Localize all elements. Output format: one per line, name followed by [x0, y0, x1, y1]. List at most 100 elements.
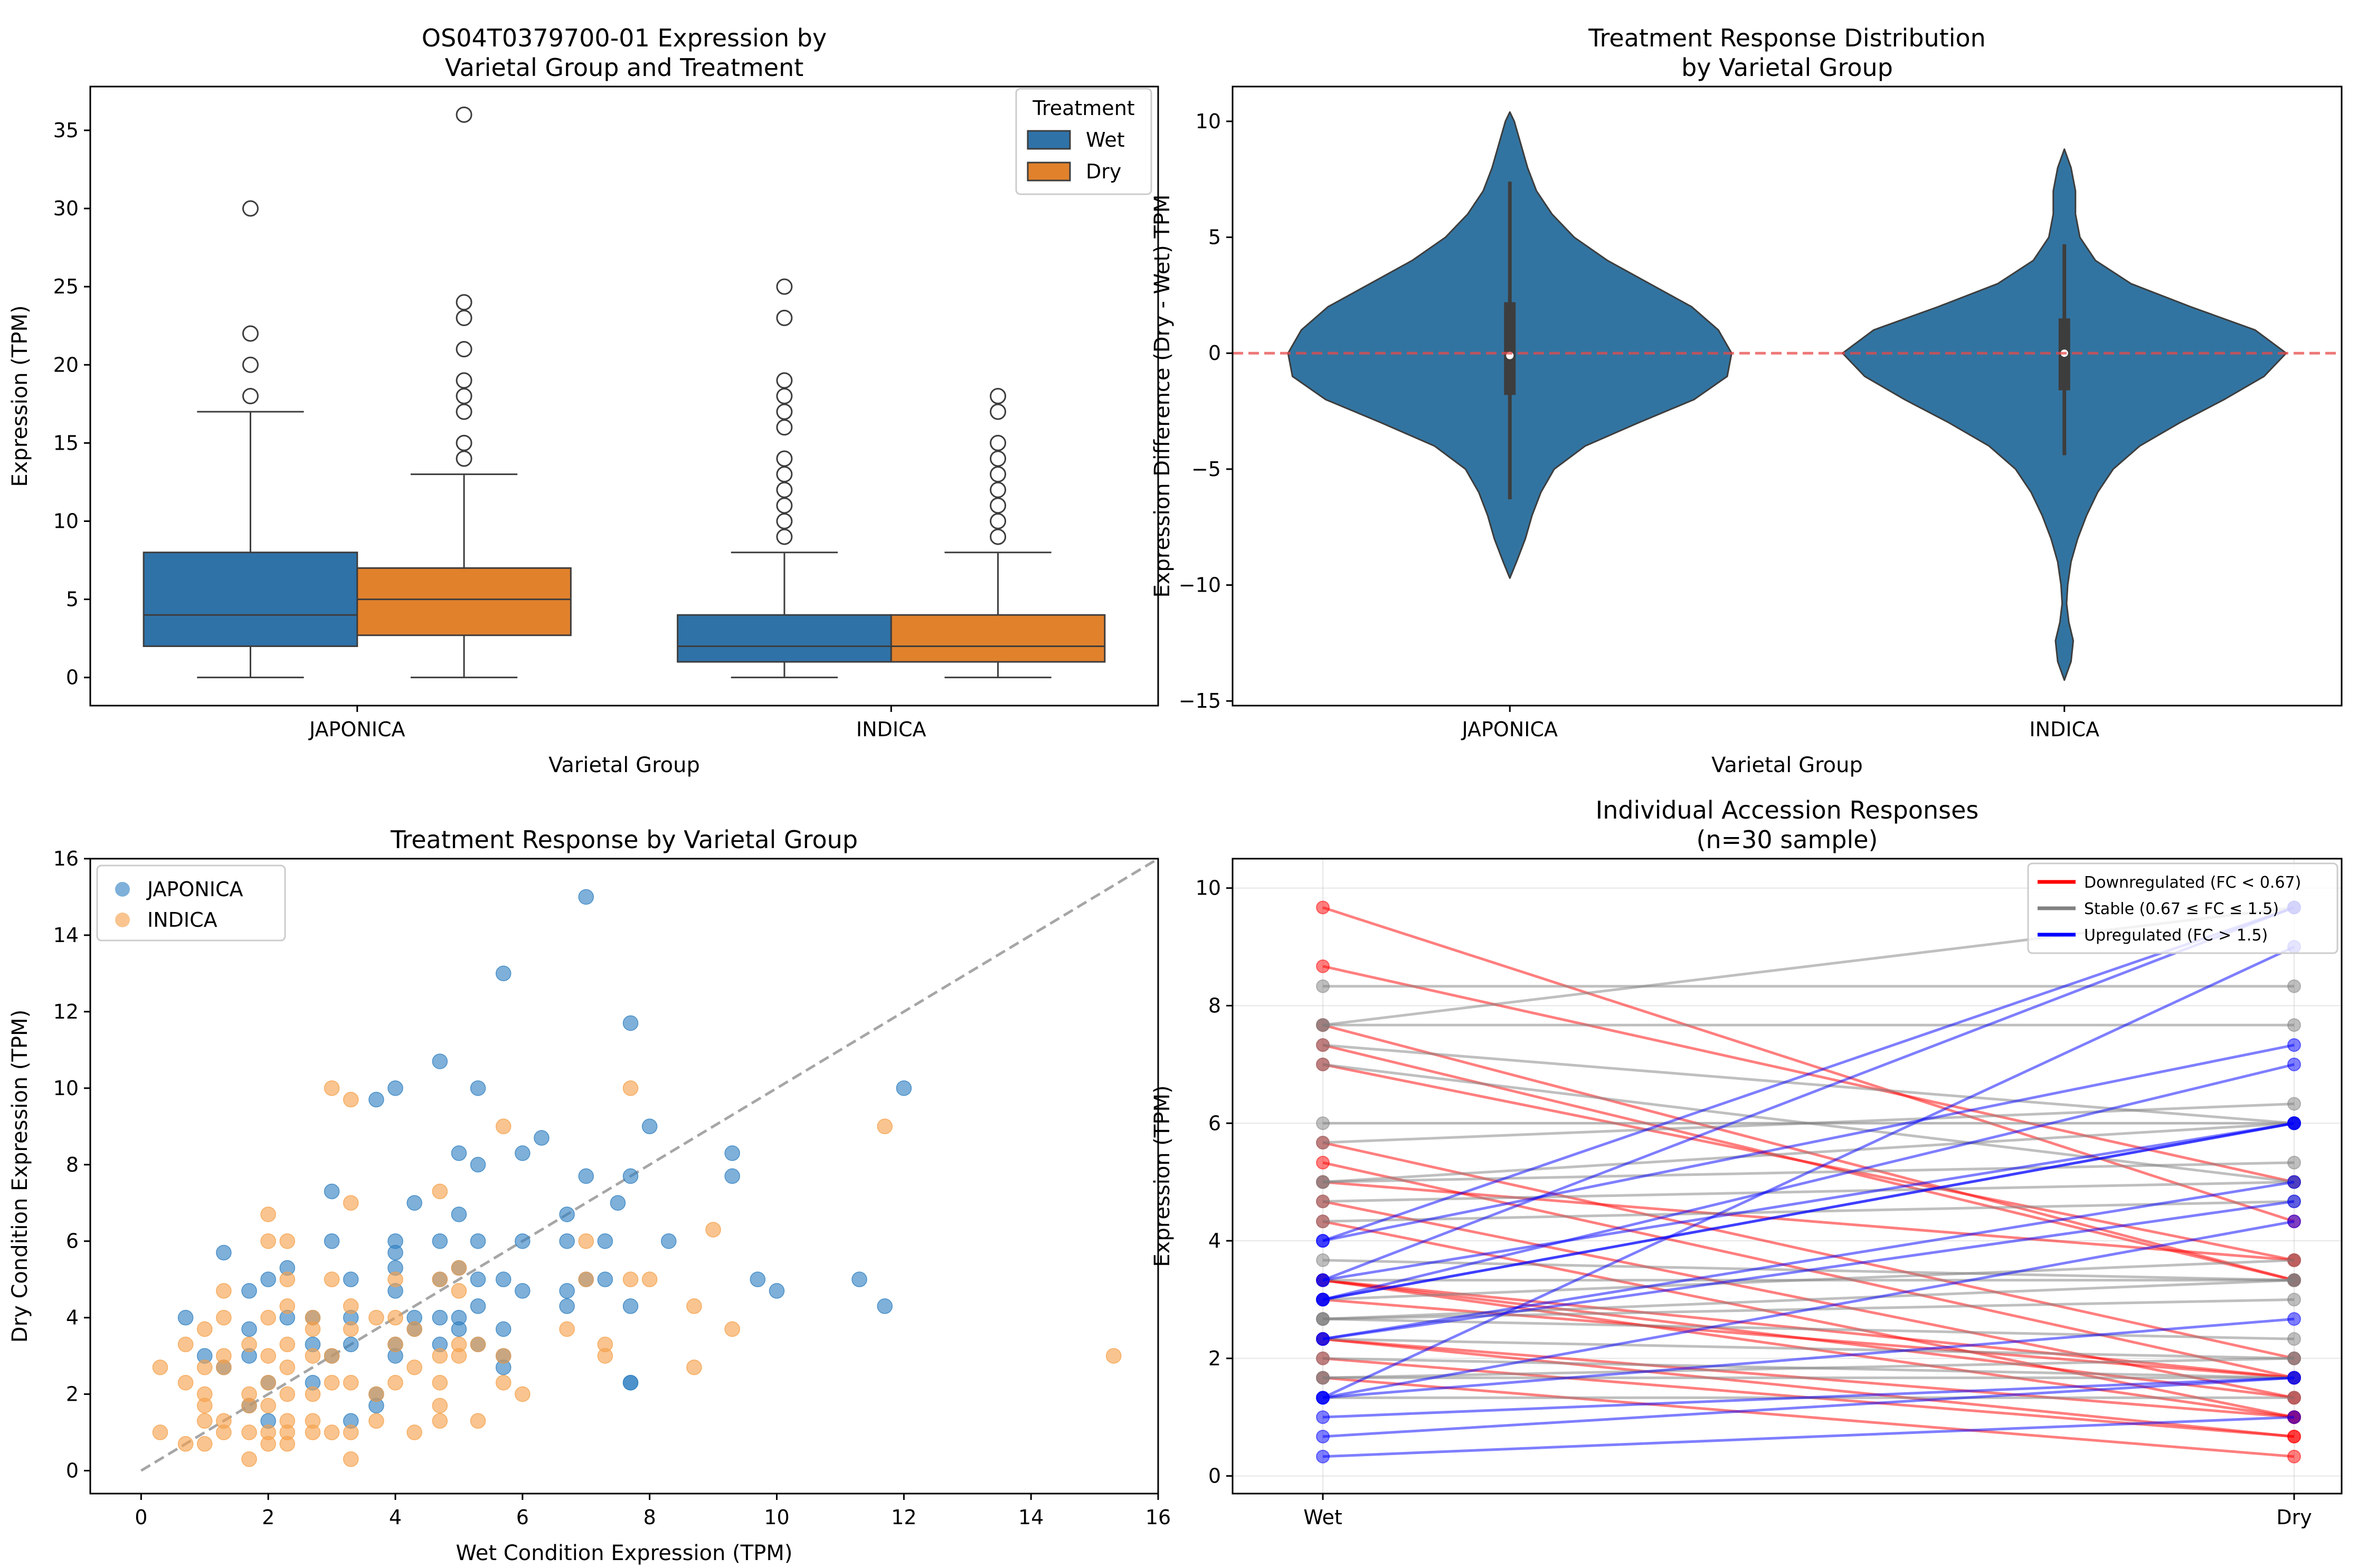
accession-line — [1322, 1200, 2295, 1341]
slope-x-tick-label: Dry — [2276, 1506, 2312, 1529]
slope-y-tick-label: 0 — [1208, 1465, 1221, 1488]
accession-point-dry — [2287, 1332, 2301, 1346]
legend-title: Treatment — [1032, 97, 1134, 120]
accession-point-wet — [1316, 1116, 1330, 1130]
scatter-point — [368, 1091, 384, 1108]
accession-point-wet — [1316, 1057, 1330, 1071]
scatter-point — [641, 1118, 658, 1135]
scatter-point — [432, 1309, 448, 1326]
box-dry — [890, 388, 1106, 679]
scatter-point — [343, 1298, 359, 1314]
outlier-point — [242, 356, 259, 373]
scatter-point — [597, 1348, 613, 1364]
accession-point-dry — [2287, 1097, 2301, 1111]
accession-line — [1322, 1122, 2295, 1282]
scatter-point — [368, 1386, 384, 1402]
box-y-tick-label: 20 — [53, 353, 79, 376]
scatter-point — [641, 1271, 658, 1287]
scatter-point — [495, 1321, 512, 1337]
accession-point-wet — [1316, 1136, 1330, 1150]
scatter-x-tick-label: 8 — [643, 1506, 656, 1529]
scatter-point — [260, 1206, 276, 1222]
scatter-y-tick-label: 16 — [53, 847, 79, 870]
outlier-point — [242, 388, 259, 404]
legend-label: JAPONICA — [146, 878, 243, 901]
scatter-point — [260, 1348, 276, 1364]
accession-point-dry — [2287, 1253, 2301, 1267]
accession-point-dry — [2287, 1312, 2301, 1326]
scatter-point — [534, 1130, 550, 1146]
outlier-point — [776, 419, 793, 436]
outlier-point — [990, 450, 1007, 467]
accession-point-wet — [1316, 1273, 1330, 1287]
outlier-point — [456, 294, 472, 311]
accession-point-wet — [1316, 1234, 1330, 1248]
scatter-point — [305, 1386, 321, 1402]
scatter-point — [686, 1360, 702, 1375]
legend-marker — [115, 882, 130, 897]
scatter-point — [324, 1271, 340, 1287]
accession-line — [1322, 1337, 2295, 1438]
slope-y-tick-label: 8 — [1208, 994, 1221, 1017]
violin-y-tick-label: 10 — [1196, 110, 1221, 133]
scatter-point — [197, 1321, 213, 1337]
identity-diagonal-line — [140, 857, 1159, 1472]
scatter-x-tick-label: 4 — [389, 1506, 402, 1529]
scatter-y-axis-label: Dry Condition Expression (TPM) — [8, 1010, 32, 1343]
scatter-point — [324, 1183, 340, 1200]
scatter-point — [406, 1195, 422, 1211]
accession-point-wet — [1316, 979, 1330, 993]
violin-title: by Varietal Group — [1681, 53, 1893, 82]
scatter-y-tick-label: 2 — [66, 1383, 79, 1406]
accession-point-dry — [2287, 1194, 2301, 1209]
scatter-y-tick-label: 10 — [53, 1077, 79, 1100]
scatter-point — [241, 1283, 257, 1299]
accession-point-dry — [2287, 1057, 2301, 1071]
scatter-point — [769, 1283, 785, 1299]
outlier-point — [990, 481, 1007, 498]
legend-label: Stable (0.67 ≤ FC ≤ 1.5) — [2084, 900, 2279, 918]
scatter-point — [578, 1271, 594, 1287]
scatter-point — [1105, 1348, 1122, 1364]
box-x-tick-label: JAPONICA — [308, 718, 405, 741]
legend-marker — [115, 913, 130, 927]
outlier-point — [776, 388, 793, 404]
scatter-point — [279, 1298, 296, 1314]
accession-point-dry — [2287, 1273, 2301, 1287]
scatter-point — [177, 1309, 194, 1326]
scatter-point — [750, 1271, 766, 1287]
scatter-series-indica — [152, 1080, 1122, 1467]
scatter-point — [495, 1348, 512, 1364]
scatter-point — [260, 1309, 276, 1326]
violin-japonica — [1287, 111, 1732, 579]
scatter-x-tick-label: 10 — [764, 1506, 789, 1529]
accession-point-wet — [1316, 1293, 1330, 1307]
scatter-point — [279, 1336, 296, 1353]
scatter-point — [622, 1015, 639, 1031]
scatter-point — [470, 1271, 486, 1287]
scatter-point — [197, 1436, 213, 1452]
scatter-x-tick-label: 16 — [1145, 1506, 1171, 1529]
accession-point-dry — [2287, 1038, 2301, 1052]
scatter-point — [515, 1283, 531, 1299]
accession-line — [1322, 1376, 2295, 1458]
scatter-point — [495, 1271, 512, 1287]
outlier-point — [456, 372, 472, 389]
scatter-point — [432, 1348, 448, 1364]
scatter-point — [324, 1233, 340, 1249]
box-y-tick-label: 35 — [53, 119, 79, 142]
legend-swatch — [1027, 130, 1071, 150]
scatter-point — [177, 1336, 194, 1353]
accession-point-wet — [1316, 1214, 1330, 1229]
accession-point-wet — [1316, 1429, 1330, 1443]
scatter-point — [406, 1360, 422, 1375]
scatter-point — [515, 1233, 531, 1249]
slope-title: (n=30 sample) — [1697, 825, 1878, 854]
accession-point-dry — [2287, 1214, 2301, 1229]
scatter-point — [432, 1271, 448, 1287]
scatter-point — [724, 1321, 740, 1337]
box-title: Varietal Group and Treatment — [445, 53, 804, 82]
scatter-point — [432, 1375, 448, 1391]
box-y-tick-label: 5 — [66, 588, 79, 611]
accession-line — [1322, 1337, 2295, 1360]
